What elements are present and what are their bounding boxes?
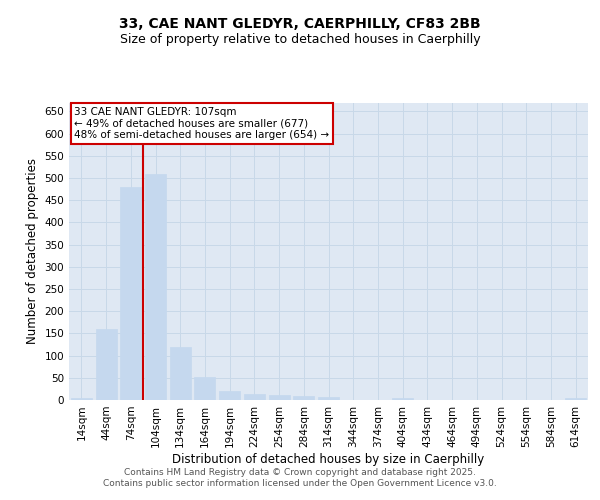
Bar xyxy=(95,329,116,400)
Y-axis label: Number of detached properties: Number of detached properties xyxy=(26,158,39,344)
X-axis label: Distribution of detached houses by size in Caerphilly: Distribution of detached houses by size … xyxy=(172,452,485,466)
Bar xyxy=(194,377,215,400)
Bar xyxy=(71,398,92,400)
Text: 33, CAE NANT GLEDYR, CAERPHILLY, CF83 2BB: 33, CAE NANT GLEDYR, CAERPHILLY, CF83 2B… xyxy=(119,18,481,32)
Bar xyxy=(244,394,265,400)
Text: 33 CAE NANT GLEDYR: 107sqm
← 49% of detached houses are smaller (677)
48% of sem: 33 CAE NANT GLEDYR: 107sqm ← 49% of deta… xyxy=(74,107,329,140)
Bar xyxy=(318,398,339,400)
Text: Contains HM Land Registry data © Crown copyright and database right 2025.
Contai: Contains HM Land Registry data © Crown c… xyxy=(103,468,497,487)
Text: Size of property relative to detached houses in Caerphilly: Size of property relative to detached ho… xyxy=(119,32,481,46)
Bar xyxy=(145,174,166,400)
Bar xyxy=(392,398,413,400)
Bar xyxy=(293,396,314,400)
Bar xyxy=(565,398,586,400)
Bar xyxy=(219,391,240,400)
Bar xyxy=(120,187,141,400)
Bar xyxy=(170,346,191,400)
Bar xyxy=(269,395,290,400)
